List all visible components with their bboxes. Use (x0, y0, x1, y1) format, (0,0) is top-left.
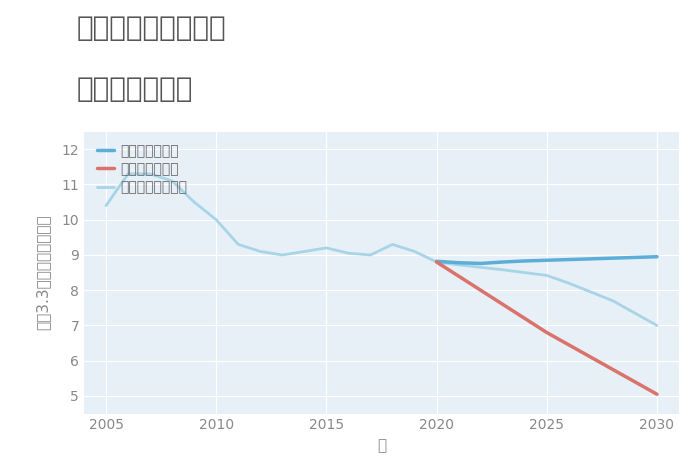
Line: グッドシナリオ: グッドシナリオ (437, 257, 657, 263)
グッドシナリオ (433, 258, 441, 264)
ノーマルシナリオ (256, 249, 265, 254)
ノーマルシナリオ (587, 289, 595, 295)
ノーマルシナリオ (609, 298, 617, 304)
ノーマルシナリオ (322, 245, 330, 251)
ノーマルシナリオ (565, 280, 573, 286)
Y-axis label: 坪（3.3㎡）単価（万円）: 坪（3.3㎡）単価（万円） (35, 215, 50, 330)
グッドシナリオ (454, 260, 463, 266)
ノーマルシナリオ (433, 259, 441, 265)
Text: 土地の価格推移: 土地の価格推移 (77, 75, 193, 103)
X-axis label: 年: 年 (377, 438, 386, 453)
ノーマルシナリオ (300, 249, 309, 254)
ノーマルシナリオ (234, 242, 242, 247)
ノーマルシナリオ (344, 251, 353, 256)
ノーマルシナリオ (653, 322, 662, 328)
ノーマルシナリオ (168, 178, 176, 184)
ノーマルシナリオ (212, 217, 220, 223)
グッドシナリオ (521, 258, 529, 264)
ノーマルシナリオ (146, 171, 154, 177)
バッドシナリオ (653, 392, 662, 397)
Line: バッドシナリオ: バッドシナリオ (437, 262, 657, 394)
グッドシナリオ (542, 258, 551, 263)
ノーマルシナリオ (454, 262, 463, 268)
ノーマルシナリオ (410, 249, 419, 254)
ノーマルシナリオ (124, 171, 132, 177)
グッドシナリオ (631, 255, 639, 260)
ノーマルシナリオ (542, 273, 551, 278)
Legend: グッドシナリオ, バッドシナリオ, ノーマルシナリオ: グッドシナリオ, バッドシナリオ, ノーマルシナリオ (97, 144, 188, 195)
Line: ノーマルシナリオ: ノーマルシナリオ (106, 174, 657, 325)
グッドシナリオ (565, 257, 573, 262)
ノーマルシナリオ (278, 252, 286, 258)
ノーマルシナリオ (498, 267, 507, 273)
グッドシナリオ (653, 254, 662, 259)
Text: 岐阜県関市中之保の: 岐阜県関市中之保の (77, 14, 227, 42)
グッドシナリオ (498, 259, 507, 265)
グッドシナリオ (587, 256, 595, 262)
グッドシナリオ (609, 255, 617, 261)
グッドシナリオ (477, 260, 485, 266)
ノーマルシナリオ (631, 310, 639, 316)
ノーマルシナリオ (102, 203, 110, 209)
ノーマルシナリオ (366, 252, 375, 258)
バッドシナリオ (433, 259, 441, 265)
ノーマルシナリオ (521, 270, 529, 275)
バッドシナリオ (542, 330, 551, 336)
ノーマルシナリオ (190, 199, 198, 205)
ノーマルシナリオ (389, 242, 397, 247)
ノーマルシナリオ (477, 265, 485, 270)
